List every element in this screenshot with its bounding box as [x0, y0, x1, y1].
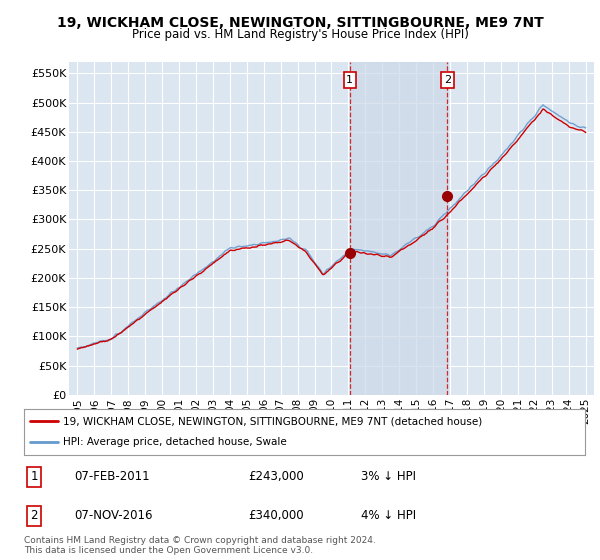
- Text: Price paid vs. HM Land Registry's House Price Index (HPI): Price paid vs. HM Land Registry's House …: [131, 28, 469, 41]
- Text: 07-FEB-2011: 07-FEB-2011: [74, 470, 150, 483]
- Text: 07-NOV-2016: 07-NOV-2016: [74, 509, 153, 522]
- Text: 2: 2: [31, 509, 38, 522]
- Text: 4% ↓ HPI: 4% ↓ HPI: [361, 509, 416, 522]
- Text: 19, WICKHAM CLOSE, NEWINGTON, SITTINGBOURNE, ME9 7NT (detached house): 19, WICKHAM CLOSE, NEWINGTON, SITTINGBOU…: [63, 416, 482, 426]
- Text: 1: 1: [31, 470, 38, 483]
- Text: HPI: Average price, detached house, Swale: HPI: Average price, detached house, Swal…: [63, 437, 287, 447]
- Text: £340,000: £340,000: [248, 509, 304, 522]
- Text: 1: 1: [346, 75, 353, 85]
- Text: 19, WICKHAM CLOSE, NEWINGTON, SITTINGBOURNE, ME9 7NT: 19, WICKHAM CLOSE, NEWINGTON, SITTINGBOU…: [56, 16, 544, 30]
- Text: £243,000: £243,000: [248, 470, 304, 483]
- Text: 3% ↓ HPI: 3% ↓ HPI: [361, 470, 416, 483]
- Text: 2: 2: [444, 75, 451, 85]
- Bar: [350, 62, 448, 395]
- Text: Contains HM Land Registry data © Crown copyright and database right 2024.
This d: Contains HM Land Registry data © Crown c…: [24, 536, 376, 556]
